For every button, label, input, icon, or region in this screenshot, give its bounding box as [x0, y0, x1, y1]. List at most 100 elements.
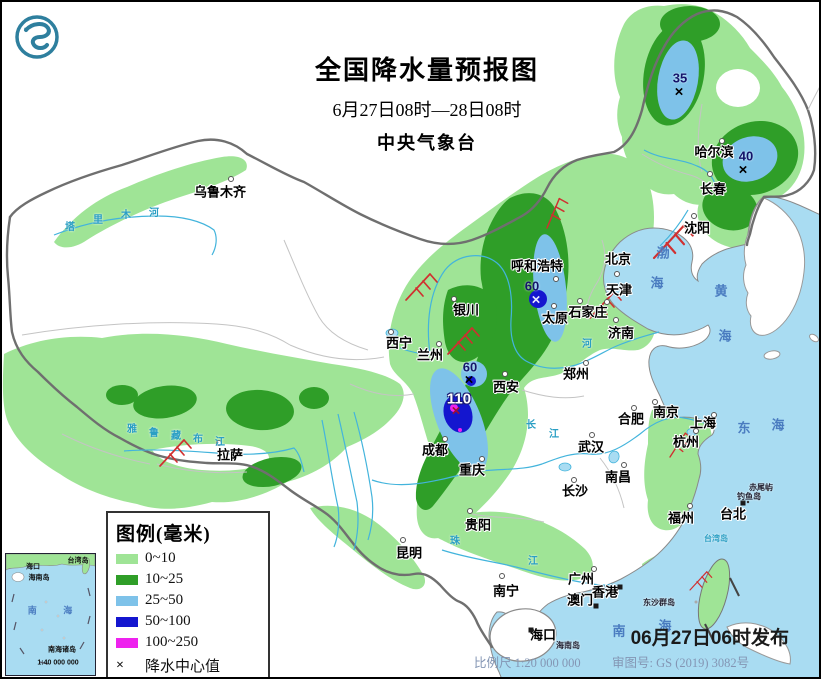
sea-area — [488, 195, 819, 677]
inset-map — [6, 554, 95, 675]
legend-items: 0~10 10~25 25~50 50~100 100~250 — [116, 550, 260, 651]
city-label: 成都 — [421, 442, 449, 458]
city-marker — [652, 399, 658, 405]
city-marker — [621, 462, 627, 468]
city-marker — [583, 360, 589, 366]
legend-item: 10~25 — [116, 571, 260, 588]
city-label: 西宁 — [385, 335, 413, 351]
river-label: 江 — [528, 556, 538, 567]
precip-area-100-250 — [450, 404, 462, 432]
issuing-agency: 中央气象台 — [377, 133, 477, 153]
legend-swatch — [116, 574, 138, 585]
precip-center-mark: × — [464, 371, 474, 389]
wind-barbs — [159, 195, 740, 641]
city-marker — [711, 412, 717, 418]
city-marker — [436, 341, 442, 347]
city-marker — [589, 432, 595, 438]
river-label: 河 — [582, 339, 592, 350]
city-marker — [479, 456, 485, 462]
precip-center-mark: × — [674, 83, 684, 101]
city-label: 南昌 — [604, 469, 632, 485]
precip-value: 60 — [524, 278, 540, 294]
city-label: 长沙 — [561, 483, 589, 499]
approval-number: 审图号: GS (2019) 3082号 — [612, 656, 750, 670]
luzon-island — [726, 622, 791, 665]
publish-time: 06月27日06时发布 — [630, 628, 789, 649]
legend-range-label: 0~10 — [145, 550, 176, 566]
city-label: 长春 — [699, 181, 727, 197]
inset-scale-label: 1:40 000 000 — [37, 659, 79, 667]
precip-value: 110 — [446, 390, 472, 408]
hainan-island — [489, 608, 557, 662]
sea-label: 渤 — [656, 245, 670, 261]
city-label: 乌鲁木齐 — [193, 184, 247, 200]
city-marker — [571, 477, 577, 483]
map-scale: 比例尺 1:20 000 000 — [474, 656, 581, 670]
city-label: 南宁 — [492, 583, 520, 599]
city-label: 合肥 — [617, 411, 645, 427]
island-label: 钓鱼岛 — [737, 492, 761, 501]
city-marker — [528, 627, 534, 633]
island-label: 台湾岛 — [704, 534, 728, 543]
korea-peninsula — [743, 197, 806, 336]
legend-swatch — [116, 637, 138, 648]
city-label: 济南 — [607, 325, 635, 341]
river-label: 藏 — [171, 431, 181, 442]
city-marker — [467, 508, 473, 514]
precip-value: 35 — [672, 70, 688, 86]
legend-box: 图例(毫米) 0~10 10~25 25~50 50~100 100~250 × 降水中… — [106, 511, 270, 677]
city-label: 贵阳 — [464, 517, 492, 533]
sea-label: 南 — [612, 623, 626, 639]
legend-range-label: 100~250 — [145, 634, 199, 650]
sea-label: 海 — [658, 618, 672, 634]
legend-swatch — [116, 595, 138, 606]
river-label: 河 — [149, 208, 159, 219]
river-label: 布 — [193, 434, 203, 445]
precip-center-mark: × — [531, 291, 541, 309]
forecast-period: 6月27日08时—28日08时 — [332, 100, 522, 120]
city-marker — [502, 371, 508, 377]
city-label: 兰州 — [416, 347, 444, 363]
legend-range-label: 50~100 — [145, 613, 191, 629]
river-label: 长 — [526, 420, 536, 431]
city-label: 昆明 — [395, 545, 423, 561]
river-label: 塔 — [65, 222, 75, 233]
legend-item: 0~10 — [116, 550, 260, 567]
cma-logo — [15, 15, 59, 59]
precip-center-symbol: × — [116, 657, 124, 673]
title-block: 全国降水量预报图 6月27日08时—28日08时 中央气象台 — [302, 50, 552, 155]
city-marker — [693, 428, 699, 434]
city-marker — [591, 566, 597, 572]
city-marker — [631, 405, 637, 411]
precip-center-mark: × — [738, 161, 748, 179]
precip-center-mark: × — [451, 402, 461, 420]
city-label: 武汉 — [577, 439, 605, 455]
city-marker — [228, 176, 234, 182]
city-marker — [499, 573, 505, 579]
city-label: 上海 — [689, 415, 717, 431]
city-marker — [719, 138, 725, 144]
city-label: 哈尔滨 — [694, 144, 734, 160]
precip-value: 60 — [462, 359, 478, 375]
sea-label: 海 — [718, 328, 732, 344]
city-label: 杭州 — [672, 434, 700, 450]
legend-item: 25~50 — [116, 592, 260, 609]
city-label: 北京 — [604, 251, 632, 267]
city-marker — [388, 329, 394, 335]
city-label: 澳门 — [566, 592, 594, 608]
city-label: 重庆 — [458, 462, 486, 478]
precip-area-50-100 — [443, 290, 547, 433]
jeju-island — [763, 350, 781, 360]
inset-hainan-label: 海南岛 — [28, 574, 50, 582]
legend-range-label: 10~25 — [145, 571, 184, 587]
river-label: 木 — [121, 210, 131, 221]
river-label: 里 — [93, 215, 103, 226]
city-label: 香港 — [591, 584, 619, 600]
city-label: 西安 — [492, 379, 520, 395]
city-marker — [614, 271, 620, 277]
legend-range-label: 25~50 — [145, 592, 184, 608]
sea-label: 黄 — [714, 283, 728, 299]
legend-swatch — [116, 616, 138, 627]
